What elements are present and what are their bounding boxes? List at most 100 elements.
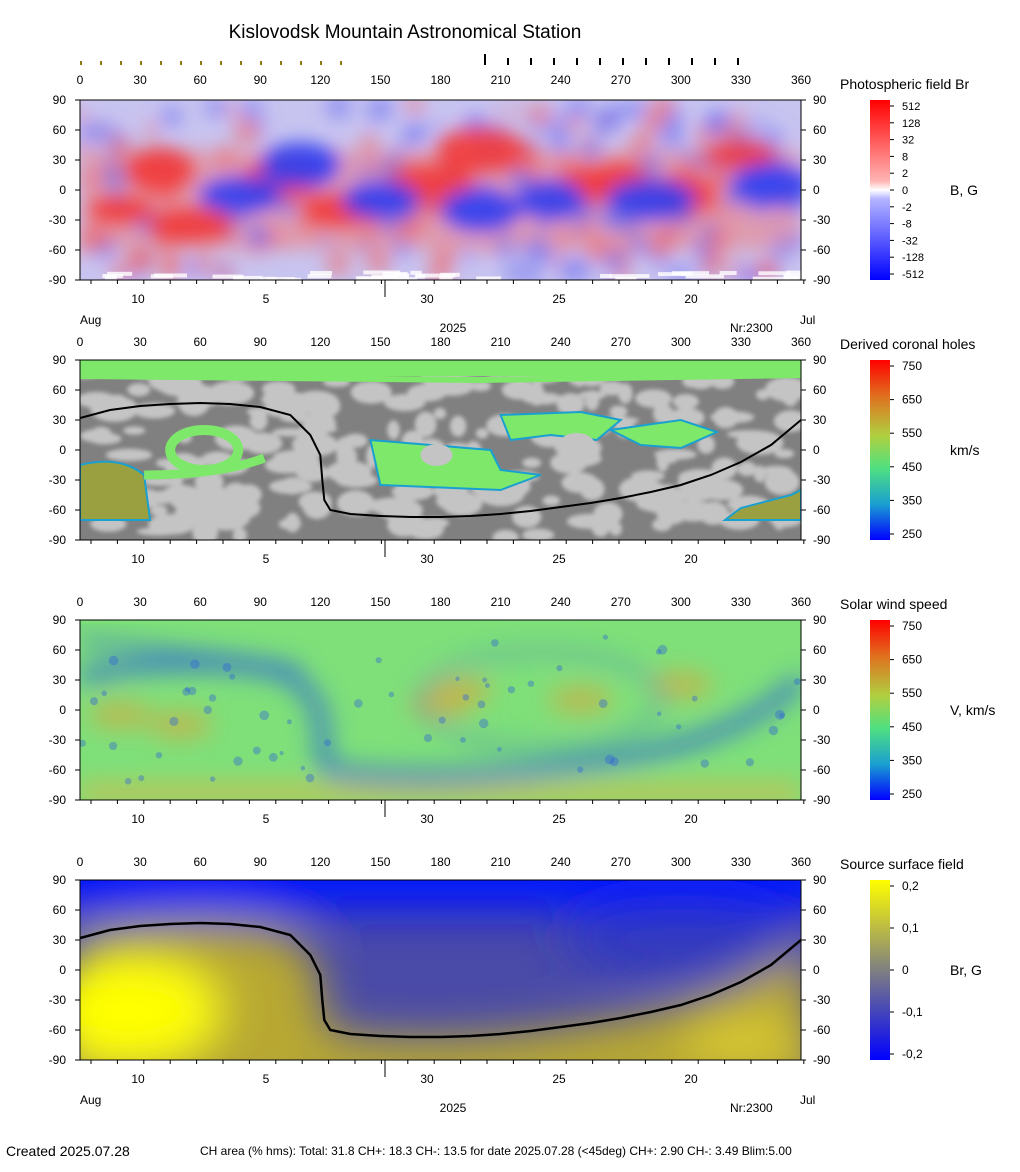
colorbar-label: -0,2	[902, 1047, 923, 1061]
wind-texture	[793, 678, 801, 686]
wind-texture	[259, 710, 270, 721]
field-speckle	[602, 249, 626, 272]
field-speckle	[770, 241, 790, 261]
wind-texture	[375, 657, 382, 664]
colorbar-label: 8	[902, 151, 908, 163]
fast-wind-region	[548, 686, 613, 714]
field-speckle	[233, 117, 260, 144]
colorbar-unit: V, km/s	[950, 702, 995, 718]
field-speckle	[578, 221, 593, 235]
date-tick-label: 20	[684, 1072, 698, 1086]
lon-tick-label: 360	[791, 335, 811, 349]
wind-texture	[138, 775, 145, 782]
field-speckle	[205, 100, 226, 118]
wind-texture	[497, 747, 502, 752]
field-speckle	[558, 257, 585, 280]
positive-polarity-patch	[182, 384, 216, 403]
field-speckle	[379, 217, 398, 236]
negative-field-region	[729, 162, 801, 208]
date-tick-label: 10	[131, 812, 145, 826]
wind-texture	[438, 716, 446, 724]
positive-polarity-patch	[232, 527, 248, 540]
slow-wind-lane	[80, 654, 801, 785]
field-speckle	[248, 241, 263, 256]
wind-texture	[109, 741, 118, 751]
rotation-mark-past	[260, 61, 262, 65]
lat-tick-label-right: 0	[813, 703, 820, 717]
positive-polarity-patch	[433, 407, 447, 420]
date-tick-label: 5	[263, 812, 270, 826]
colorbar-label: 650	[902, 653, 922, 667]
positive-field-region	[125, 146, 195, 194]
field-speckle	[368, 100, 394, 122]
positive-polarity-patch	[192, 520, 219, 540]
field-speckle	[157, 243, 167, 253]
positive-polarity-patch	[672, 393, 700, 410]
lat-tick-label-left: -90	[49, 533, 67, 547]
lon-tick-label: 210	[491, 73, 511, 87]
positive-polarity-patch	[133, 402, 176, 419]
positive-polarity-patch	[673, 489, 717, 502]
positive-polarity-patch	[223, 482, 249, 501]
lat-tick-label-right: 0	[813, 963, 820, 977]
lat-tick-label-left: -90	[49, 793, 67, 807]
positive-polarity-patch	[609, 521, 623, 536]
positive-polarity-patch	[387, 420, 400, 440]
positive-polarity-patch	[174, 501, 209, 525]
colorbar-label: 550	[902, 686, 922, 700]
lon-tick-label: 150	[370, 73, 390, 87]
lat-tick-label-left: 60	[53, 123, 67, 137]
positive-polarity-patch	[268, 479, 313, 494]
lon-tick-label: 150	[370, 335, 390, 349]
date-tick-label: 5	[263, 1072, 270, 1086]
field-speckle	[708, 200, 724, 216]
field-quiet-patch	[233, 275, 263, 280]
rotation-mark-future	[553, 58, 555, 65]
wind-texture	[655, 649, 662, 655]
positive-polarity-patch	[631, 470, 665, 482]
field-speckle	[128, 248, 154, 274]
colorbar	[870, 620, 890, 800]
lon-tick-label: 360	[791, 855, 811, 869]
colorbar-unit: B, G	[950, 182, 978, 198]
positive-field-region	[435, 126, 526, 174]
coronal-hole-center-north	[499, 410, 623, 442]
lat-tick-label-left: 90	[53, 873, 67, 887]
lon-tick-label: 210	[491, 595, 511, 609]
positive-polarity-patch	[556, 393, 585, 416]
lat-tick-label-right: 30	[813, 933, 827, 947]
field-speckle	[702, 222, 718, 239]
positive-polarity-patch	[522, 528, 555, 540]
colorbar	[870, 360, 890, 540]
source-surface-field-layer	[80, 880, 801, 1060]
positive-polarity-patch	[336, 490, 375, 516]
wind-texture	[279, 750, 284, 756]
lat-tick-label-right: 90	[813, 353, 827, 367]
coronal-hole-north-polar	[80, 360, 801, 376]
wind-texture	[700, 759, 709, 768]
positive-polarity-patch	[755, 389, 770, 400]
wind-texture	[455, 676, 460, 682]
lat-tick-label-left: 0	[59, 703, 66, 717]
field-speckle	[530, 118, 542, 131]
field-speckle	[393, 240, 411, 258]
wind-texture	[478, 718, 489, 729]
field-speckle	[649, 100, 675, 119]
field-quiet-patch	[355, 276, 383, 280]
month-left: Aug	[80, 313, 101, 327]
wind-texture	[80, 739, 86, 747]
stats-label: CH area (% hms): Total: 31.8 CH+: 18.3 C…	[200, 1144, 792, 1158]
positive-polarity-patch	[697, 435, 715, 454]
lon-tick-label: 60	[193, 595, 207, 609]
field-speckle	[394, 221, 410, 238]
lon-tick-label: 330	[731, 595, 751, 609]
positive-polarity-patch	[250, 409, 268, 431]
colorbar-label: 32	[902, 135, 914, 147]
rotation-mark-future	[622, 58, 624, 65]
wind-speed-layer	[80, 635, 801, 800]
colorbar-label: 250	[902, 527, 922, 541]
date-tick-label: 25	[552, 292, 566, 306]
lat-tick-label-right: 30	[813, 413, 827, 427]
colorbar-label: -0,1	[902, 1005, 923, 1019]
